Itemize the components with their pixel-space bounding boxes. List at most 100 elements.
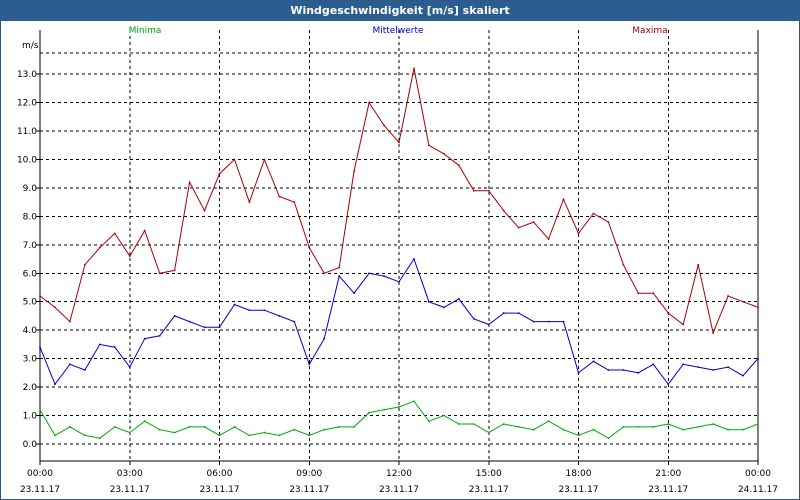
legend-minima: Minima: [129, 26, 162, 36]
data-point-minima: [83, 434, 86, 437]
data-point-maxima: [143, 229, 146, 232]
data-point-mittelwerte: [69, 363, 71, 366]
y-tick-label: 12.0: [17, 99, 37, 109]
data-point-minima: [457, 423, 460, 425]
data-point-minima: [652, 425, 655, 428]
window-title: Windgeschwindigkeit [m/s] skaliert: [1, 1, 799, 21]
data-point-mittelwerte: [502, 312, 505, 314]
data-point-minima: [697, 425, 700, 428]
data-point-maxima: [39, 295, 41, 297]
data-point-maxima: [113, 232, 116, 235]
data-point-maxima: [368, 101, 370, 104]
data-point-minima: [383, 408, 385, 411]
data-point-mittelwerte: [338, 275, 341, 278]
data-point-minima: [667, 423, 670, 425]
grid: [40, 30, 758, 461]
data-point-mittelwerte: [54, 383, 56, 386]
data-point-minima: [502, 423, 505, 425]
data-point-minima: [413, 400, 415, 403]
x-tick-date: 23.11.17: [20, 485, 60, 495]
data-point-minima: [173, 431, 176, 434]
data-point-minima: [263, 431, 266, 434]
data-point-minima: [368, 411, 370, 414]
data-point-maxima: [472, 189, 475, 192]
data-point-mittelwerte: [398, 280, 400, 283]
series-layer: [39, 67, 759, 440]
data-point-maxima: [83, 263, 86, 266]
data-point-mittelwerte: [622, 369, 625, 371]
data-point-mittelwerte: [697, 366, 700, 369]
data-point-mittelwerte: [442, 306, 445, 309]
data-point-maxima: [637, 292, 640, 295]
data-point-mittelwerte: [293, 320, 296, 323]
data-point-minima: [562, 428, 565, 431]
data-point-minima: [203, 425, 206, 428]
data-point-mittelwerte: [457, 297, 460, 300]
data-point-maxima: [682, 323, 685, 326]
data-point-mittelwerte: [218, 326, 221, 329]
data-point-maxima: [697, 263, 700, 266]
y-tick-label: 7.0: [23, 241, 38, 251]
x-tick-time: 15:00: [476, 469, 502, 479]
x-tick-date: 24.11.17: [738, 485, 778, 495]
data-point-mittelwerte: [667, 383, 670, 386]
data-point-minima: [278, 434, 281, 437]
y-tick-label: 8.0: [23, 212, 38, 222]
data-point-maxima: [173, 269, 176, 272]
x-tick-time: 18:00: [566, 469, 592, 479]
data-point-minima: [592, 428, 595, 431]
y-tick-label: 3.0: [23, 355, 38, 365]
data-point-maxima: [742, 300, 744, 303]
data-point-maxima: [338, 266, 341, 269]
data-point-mittelwerte: [113, 346, 116, 349]
x-tick-time: 03:00: [117, 469, 143, 479]
x-tick-date: 23.11.17: [558, 485, 598, 495]
y-tick-label: 2.0: [23, 383, 38, 393]
data-point-mittelwerte: [368, 272, 370, 275]
data-point-minima: [308, 434, 311, 437]
data-point-minima: [442, 414, 445, 417]
data-point-maxima: [622, 263, 625, 266]
data-point-maxima: [562, 198, 565, 201]
data-point-mittelwerte: [577, 371, 580, 374]
data-point-minima: [188, 425, 191, 428]
data-point-mittelwerte: [173, 315, 176, 317]
x-tick-date: 23.11.17: [379, 485, 419, 495]
data-point-mittelwerte: [472, 317, 475, 320]
y-tick-label: 10.0: [17, 155, 37, 165]
y-tick-label: 4.0: [23, 326, 38, 336]
data-point-minima: [218, 434, 221, 437]
data-point-minima: [682, 428, 685, 431]
data-point-minima: [428, 420, 430, 423]
data-point-mittelwerte: [308, 363, 311, 366]
data-point-maxima: [442, 152, 445, 155]
data-point-mittelwerte: [143, 337, 146, 340]
data-point-maxima: [577, 232, 580, 235]
data-point-maxima: [69, 320, 71, 323]
x-tick-time: 21:00: [655, 469, 681, 479]
data-point-mittelwerte: [742, 374, 744, 377]
data-point-mittelwerte: [83, 369, 86, 371]
data-point-mittelwerte: [562, 320, 565, 323]
data-point-mittelwerte: [323, 337, 326, 340]
data-point-maxima: [278, 195, 281, 198]
data-point-maxima: [712, 332, 715, 334]
data-point-minima: [532, 428, 535, 431]
data-point-mittelwerte: [547, 320, 550, 323]
data-point-mittelwerte: [637, 371, 640, 374]
x-tick-date: 23.11.17: [648, 485, 688, 495]
data-point-maxima: [547, 238, 550, 241]
legend-mittelwerte: Mittelwerte: [372, 26, 423, 36]
data-point-maxima: [428, 144, 430, 147]
data-point-mittelwerte: [278, 315, 281, 317]
x-tick-time: 00:00: [27, 469, 53, 479]
data-point-minima: [637, 425, 640, 428]
data-point-minima: [622, 425, 625, 428]
data-point-mittelwerte: [757, 357, 759, 360]
data-point-maxima: [532, 221, 535, 223]
data-point-mittelwerte: [233, 303, 236, 306]
data-point-minima: [143, 420, 146, 423]
data-point-maxima: [233, 158, 236, 161]
data-point-mittelwerte: [727, 366, 729, 369]
data-point-minima: [472, 423, 475, 425]
